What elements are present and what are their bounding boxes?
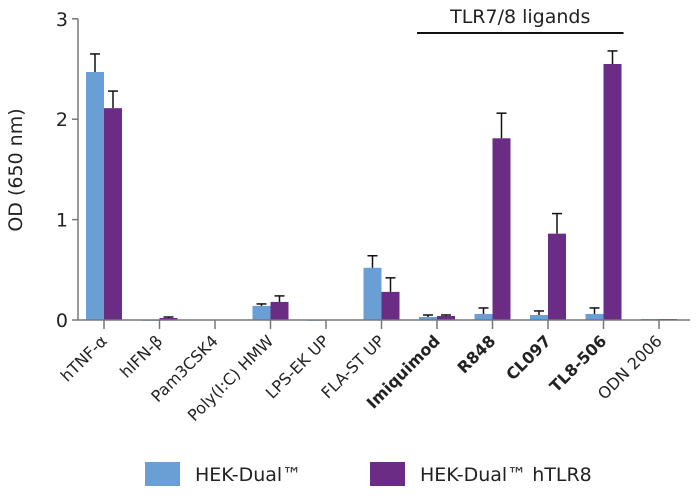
- bars: [86, 50, 677, 321]
- legend-label: HEK-Dual™ hTLR8: [420, 464, 592, 486]
- y-axis: 0 1 2 3: [56, 9, 79, 332]
- x-tick-label: R848: [454, 331, 500, 377]
- x-tick-label: CL097: [502, 331, 555, 384]
- bar: [419, 316, 437, 320]
- bar: [437, 315, 455, 320]
- bar: [104, 108, 122, 320]
- bar: [381, 291, 400, 320]
- y-tick-label: 2: [56, 109, 68, 131]
- bar: [548, 233, 566, 320]
- y-axis-label: OD (650 nm): [5, 108, 27, 231]
- bar: [474, 313, 493, 320]
- y-tick-label: 1: [56, 210, 68, 232]
- bar: [585, 313, 604, 320]
- bar: [86, 72, 104, 321]
- bar: [603, 63, 622, 320]
- legend-label: HEK-Dual™: [195, 464, 301, 486]
- bar: [363, 267, 382, 320]
- bar: [530, 314, 548, 320]
- legend-swatch: [145, 462, 180, 486]
- annotation: TLR7/8 ligands: [417, 6, 624, 34]
- x-tick-label: hTNF-α: [57, 331, 111, 385]
- x-tick-label: hIFN-β: [116, 331, 166, 381]
- legend: HEK-Dual™ HEK-Dual™ hTLR8: [145, 462, 592, 486]
- y-tick-label: 3: [56, 9, 68, 31]
- bar: [270, 301, 289, 320]
- annotation-label: TLR7/8 ligands: [449, 6, 590, 28]
- bar: [492, 138, 511, 320]
- bar: [159, 317, 178, 320]
- legend-swatch: [370, 462, 405, 486]
- y-tick-label: 0: [56, 310, 68, 332]
- bar: [252, 305, 271, 320]
